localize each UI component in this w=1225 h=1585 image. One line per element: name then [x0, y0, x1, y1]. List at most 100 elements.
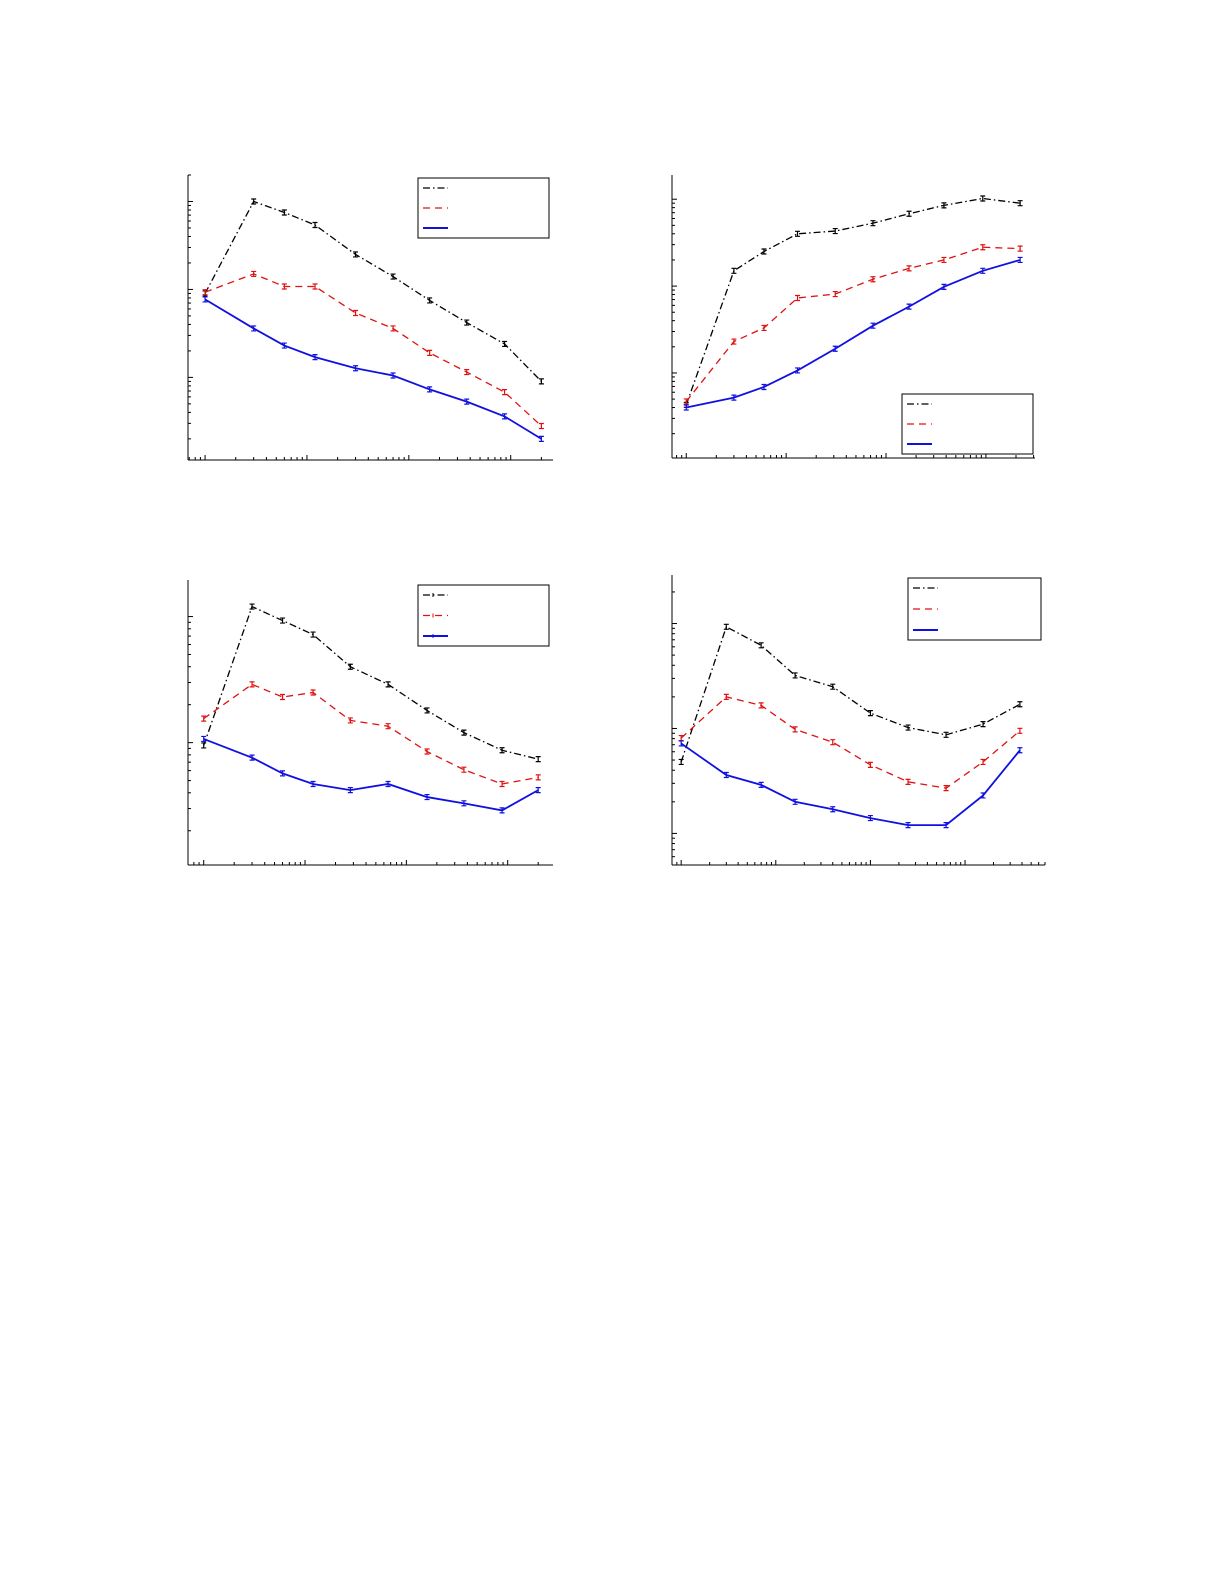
- data-point: [310, 780, 316, 788]
- data-point: [353, 251, 359, 258]
- data-point: [310, 631, 316, 638]
- chart-panel-2: [671, 175, 1035, 459]
- data-point: [280, 617, 286, 624]
- data-point: [870, 220, 876, 227]
- data-point: [312, 354, 318, 361]
- series-line: [203, 683, 539, 785]
- data-point: [312, 283, 318, 290]
- data-point: [202, 289, 208, 296]
- data-point: [906, 265, 912, 272]
- data-point: [424, 707, 430, 714]
- data-point: [535, 756, 541, 763]
- data-point: [390, 273, 396, 280]
- data-point: [280, 693, 286, 701]
- data-point: [832, 227, 838, 235]
- data-point: [461, 766, 467, 773]
- data-point: [201, 742, 207, 749]
- data-point: [792, 726, 798, 733]
- legend: [417, 177, 550, 239]
- data-point: [281, 209, 287, 216]
- legend: [417, 584, 550, 647]
- data-point: [761, 383, 767, 391]
- series-solid: [202, 296, 544, 442]
- data-point: [390, 372, 396, 379]
- data-point: [870, 276, 876, 283]
- data-point: [251, 198, 257, 205]
- data-point: [424, 748, 430, 755]
- data-point: [464, 368, 470, 376]
- chart-panel-3: [187, 580, 553, 866]
- data-point: [795, 294, 801, 302]
- series-dash-dot: [201, 603, 541, 763]
- data-point: [723, 623, 729, 630]
- data-point: [758, 642, 764, 649]
- data-point: [1017, 256, 1023, 264]
- data-point: [867, 814, 873, 822]
- data-point: [502, 340, 508, 348]
- data-point: [941, 202, 947, 209]
- data-point: [906, 210, 912, 217]
- series-line: [203, 605, 539, 760]
- data-point: [731, 338, 737, 345]
- data-point: [1017, 727, 1023, 734]
- data-point: [731, 394, 737, 401]
- series-dash-dot: [678, 623, 1023, 766]
- data-point: [535, 774, 541, 781]
- data-point: [249, 603, 255, 610]
- data-point: [870, 322, 876, 329]
- data-point: [385, 780, 391, 788]
- data-point: [249, 681, 255, 688]
- data-point: [385, 723, 391, 730]
- series-line: [204, 298, 542, 440]
- data-point: [905, 778, 911, 785]
- series-line: [204, 200, 542, 382]
- series-dash-dot: [202, 198, 544, 385]
- series-dashed: [683, 244, 1023, 405]
- data-point: [723, 771, 729, 779]
- data-point: [758, 702, 764, 709]
- data-point: [499, 747, 505, 754]
- series-line: [680, 742, 1021, 826]
- data-point: [502, 413, 508, 420]
- series-solid: [683, 256, 1023, 411]
- data-point: [310, 689, 316, 696]
- data-point: [906, 303, 912, 310]
- data-point: [980, 267, 986, 274]
- data-point: [867, 710, 873, 717]
- data-point: [201, 735, 207, 743]
- series-line: [686, 259, 1021, 409]
- series-dash-dot: [683, 195, 1023, 408]
- data-point: [312, 221, 318, 229]
- data-point: [461, 800, 467, 807]
- series-line: [685, 246, 1021, 402]
- data-point: [538, 422, 544, 430]
- data-point: [251, 270, 257, 278]
- data-point: [502, 389, 508, 396]
- chart-panel-1: [187, 174, 553, 461]
- series-line: [204, 273, 542, 427]
- data-point: [943, 785, 949, 792]
- data-point: [980, 244, 986, 251]
- data-point: [427, 386, 433, 393]
- legend: [901, 393, 1034, 455]
- legend: [907, 577, 1042, 641]
- data-point: [535, 787, 541, 794]
- series-dashed: [201, 681, 541, 788]
- series-line: [685, 197, 1021, 406]
- data-point: [347, 663, 353, 670]
- data-point: [867, 761, 873, 768]
- data-point: [941, 283, 947, 290]
- data-point: [830, 806, 836, 813]
- data-point: [1017, 200, 1023, 207]
- data-point: [761, 324, 767, 332]
- series-line: [203, 738, 539, 812]
- data-point: [792, 672, 798, 679]
- data-point: [249, 754, 255, 761]
- data-point: [758, 781, 764, 788]
- data-point: [427, 349, 433, 356]
- data-point: [390, 325, 396, 332]
- data-point: [202, 296, 208, 303]
- data-point: [538, 435, 544, 442]
- data-point: [905, 822, 911, 829]
- data-point: [683, 398, 689, 405]
